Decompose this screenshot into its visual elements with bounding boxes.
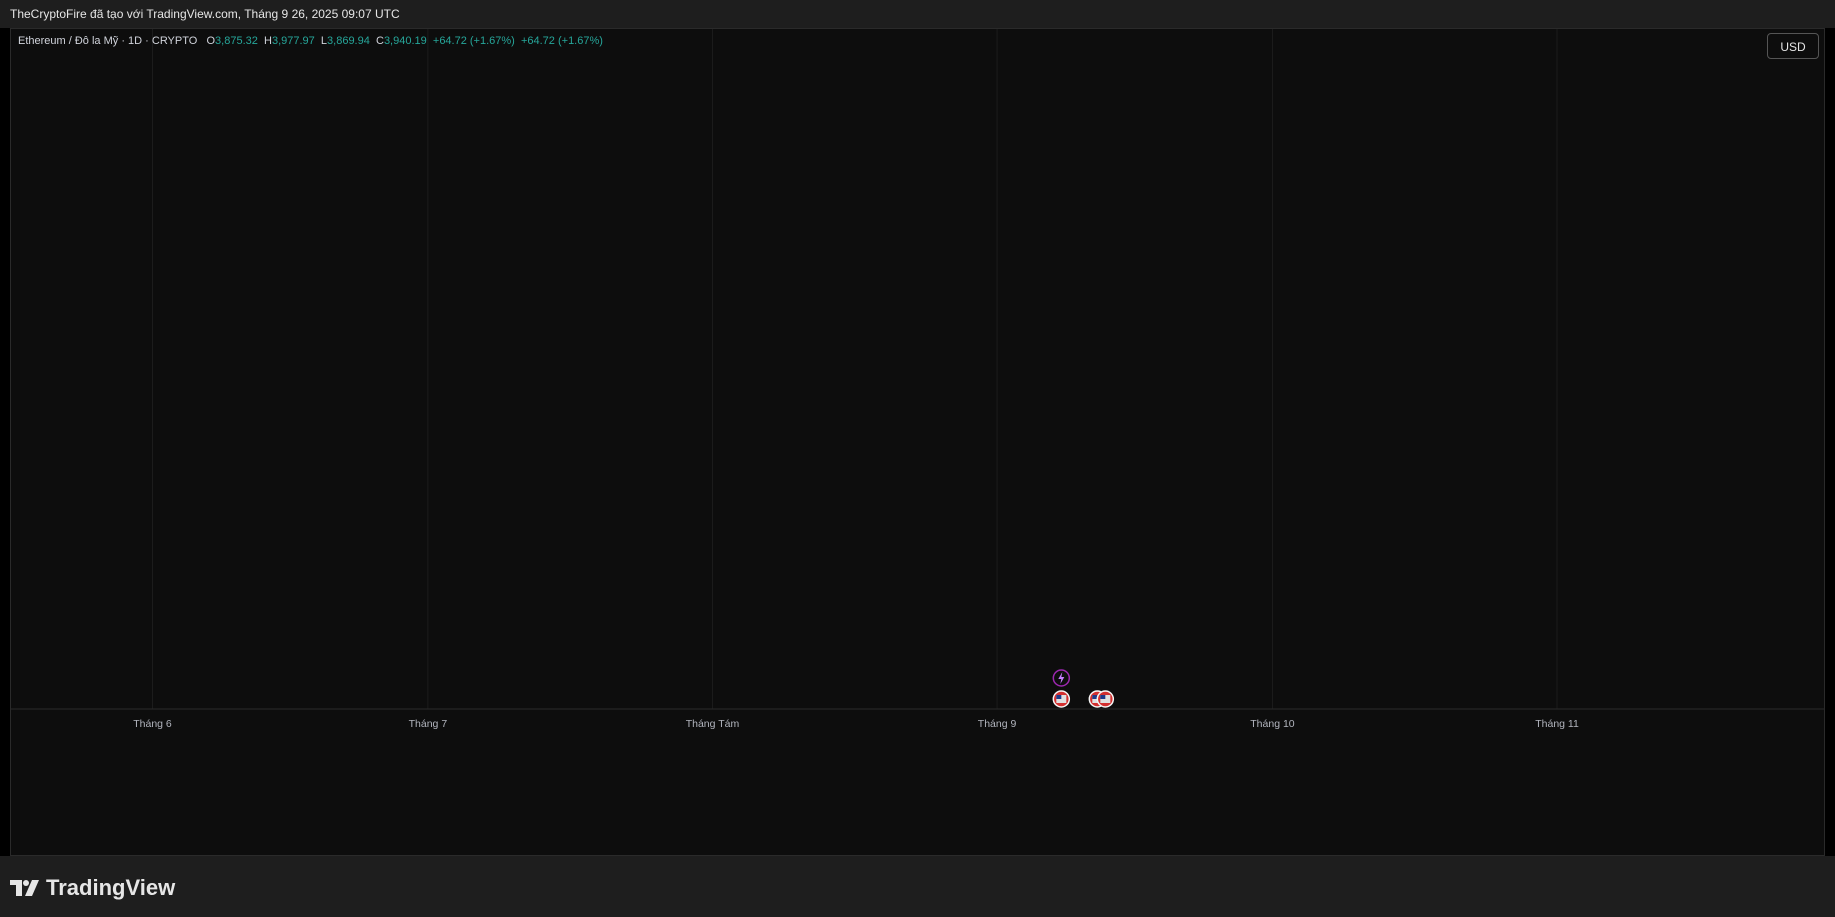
grid [152, 29, 1558, 709]
x-tick-label: Tháng Tám [686, 718, 740, 730]
us-flag-icon [1096, 690, 1115, 708]
legend-change: +64.72 (+1.67%) [432, 35, 515, 47]
header-title: TheCryptoFire đã tạo với TradingView.com… [10, 7, 400, 21]
legend-high-label: H [264, 35, 272, 47]
brand-label: TradingView [46, 875, 176, 900]
currency-button[interactable]: USD [1767, 33, 1819, 59]
legend-change-2: +64.72 (+1.67%) [520, 35, 603, 47]
legend-close: 3,940.19 [383, 35, 427, 47]
us-flag-canton [1092, 695, 1098, 699]
legend-low: 3,869.94 [327, 35, 370, 47]
us-flag-canton [1100, 695, 1106, 699]
lightning-glyph [1058, 672, 1065, 684]
ohlc-legend: Ethereum / Đô la Mỹ · 1D · CRYPTO O3,875… [18, 35, 603, 47]
legend-open-label: O [206, 35, 216, 47]
plot-area [1052, 669, 1115, 708]
chart-header: TheCryptoFire đã tạo với TradingView.com… [0, 0, 1835, 28]
x-tick-label: Tháng 6 [133, 718, 172, 730]
legend-low-label: L [320, 35, 328, 47]
footer: TradingView [0, 856, 1835, 917]
tradingview-logo-icon [10, 880, 39, 896]
legend-high: 3,977.97 [271, 35, 315, 47]
tradingview-logo[interactable]: TradingView [10, 875, 175, 901]
legend-close-label: C [375, 35, 384, 47]
chart-area[interactable]: 2,305.002,395.002,495.002,595.002,695.00… [10, 28, 1825, 856]
x-tick-label: Tháng 11 [1535, 718, 1579, 730]
us-flag-icon [1052, 690, 1071, 708]
price-chart-svg[interactable]: 2,305.002,395.002,495.002,595.002,695.00… [11, 29, 1825, 856]
x-tick-label: Tháng 10 [1250, 718, 1295, 730]
legend-open: 3,875.32 [215, 35, 258, 47]
us-flag-canton [1056, 695, 1062, 699]
x-tick-label: Tháng 7 [409, 718, 448, 730]
legend-symbol: Ethereum / Đô la Mỹ · 1D · CRYPTO [18, 35, 198, 47]
x-tick-label: Tháng 9 [978, 718, 1017, 730]
x-axis: Tháng 6 Tháng 7 Tháng Tám Tháng 9 Tháng 10 Th… [11, 708, 1824, 730]
